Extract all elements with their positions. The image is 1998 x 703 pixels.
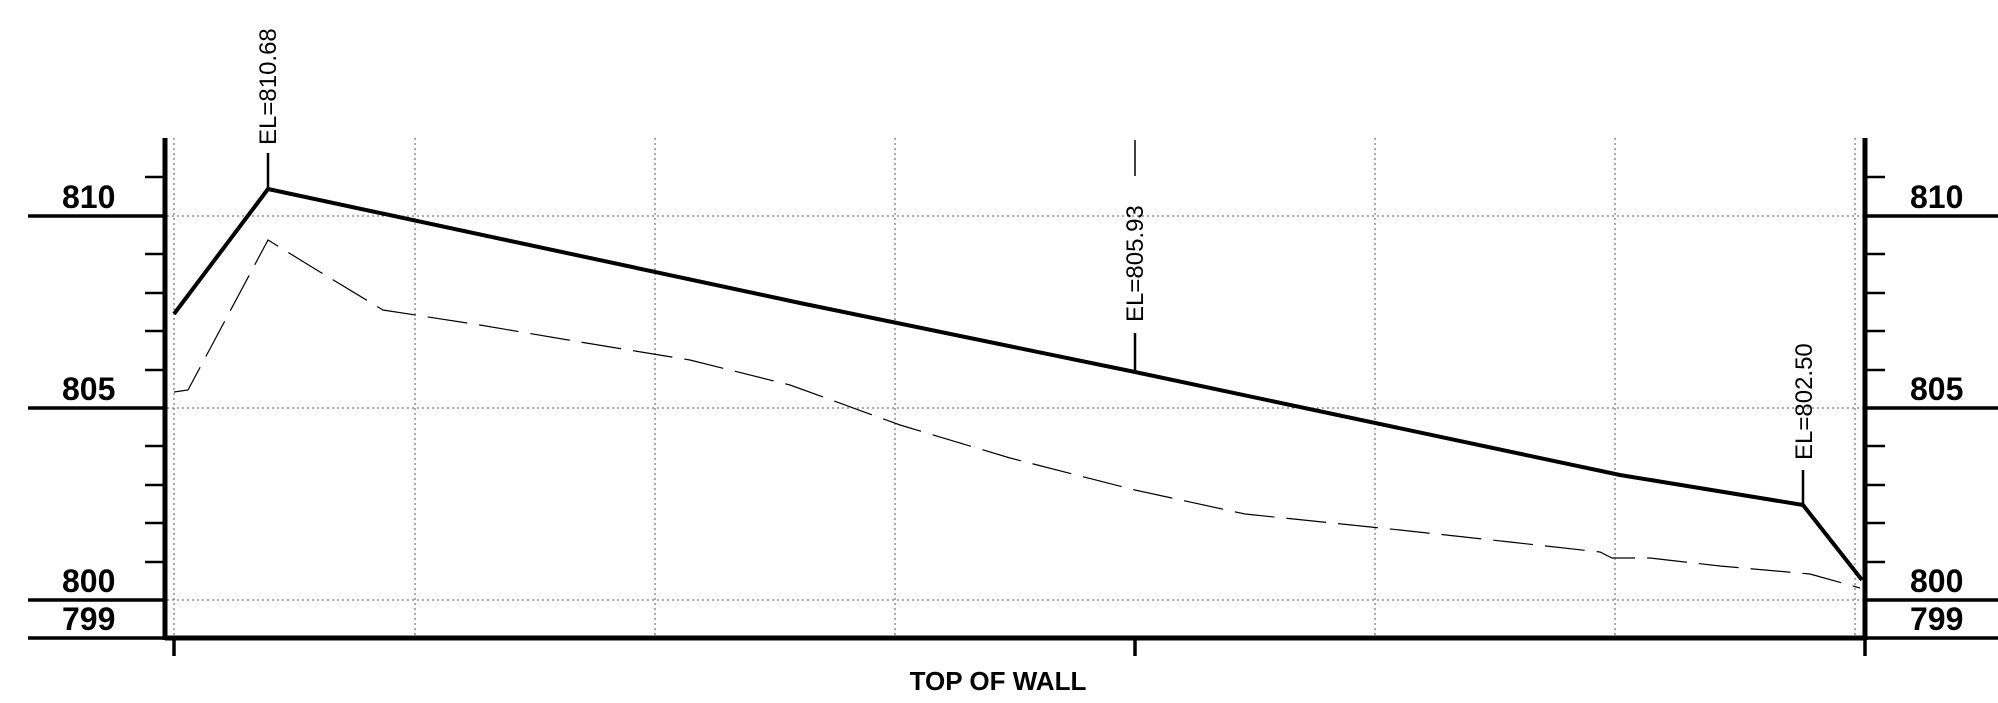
callout-el-805-93: EL=805.93	[1122, 205, 1149, 322]
callout-el-810-68: EL=810.68	[255, 28, 282, 145]
drawing-title: TOP OF WALL	[910, 666, 1087, 696]
right-label-805: 805	[1910, 371, 1963, 407]
left-label-800: 800	[62, 563, 115, 599]
horizontal-grid	[167, 215, 1865, 601]
top-of-wall-line	[172, 186, 1864, 582]
right-label-799: 799	[1910, 601, 1963, 637]
left-label-810: 810	[62, 179, 115, 215]
right-label-810: 810	[1910, 179, 1963, 215]
left-label-799: 799	[62, 601, 115, 637]
right-label-800: 800	[1910, 563, 1963, 599]
station-ticks	[172, 640, 1867, 656]
vertical-grid	[173, 138, 1856, 640]
right-elevation-scale	[1865, 175, 1998, 640]
left-elevation-scale	[28, 175, 165, 640]
existing-ground-line	[173, 239, 1861, 589]
callout-el-802-50: EL=802.50	[1791, 343, 1818, 460]
left-label-805: 805	[62, 371, 115, 407]
frame	[162, 138, 1868, 641]
